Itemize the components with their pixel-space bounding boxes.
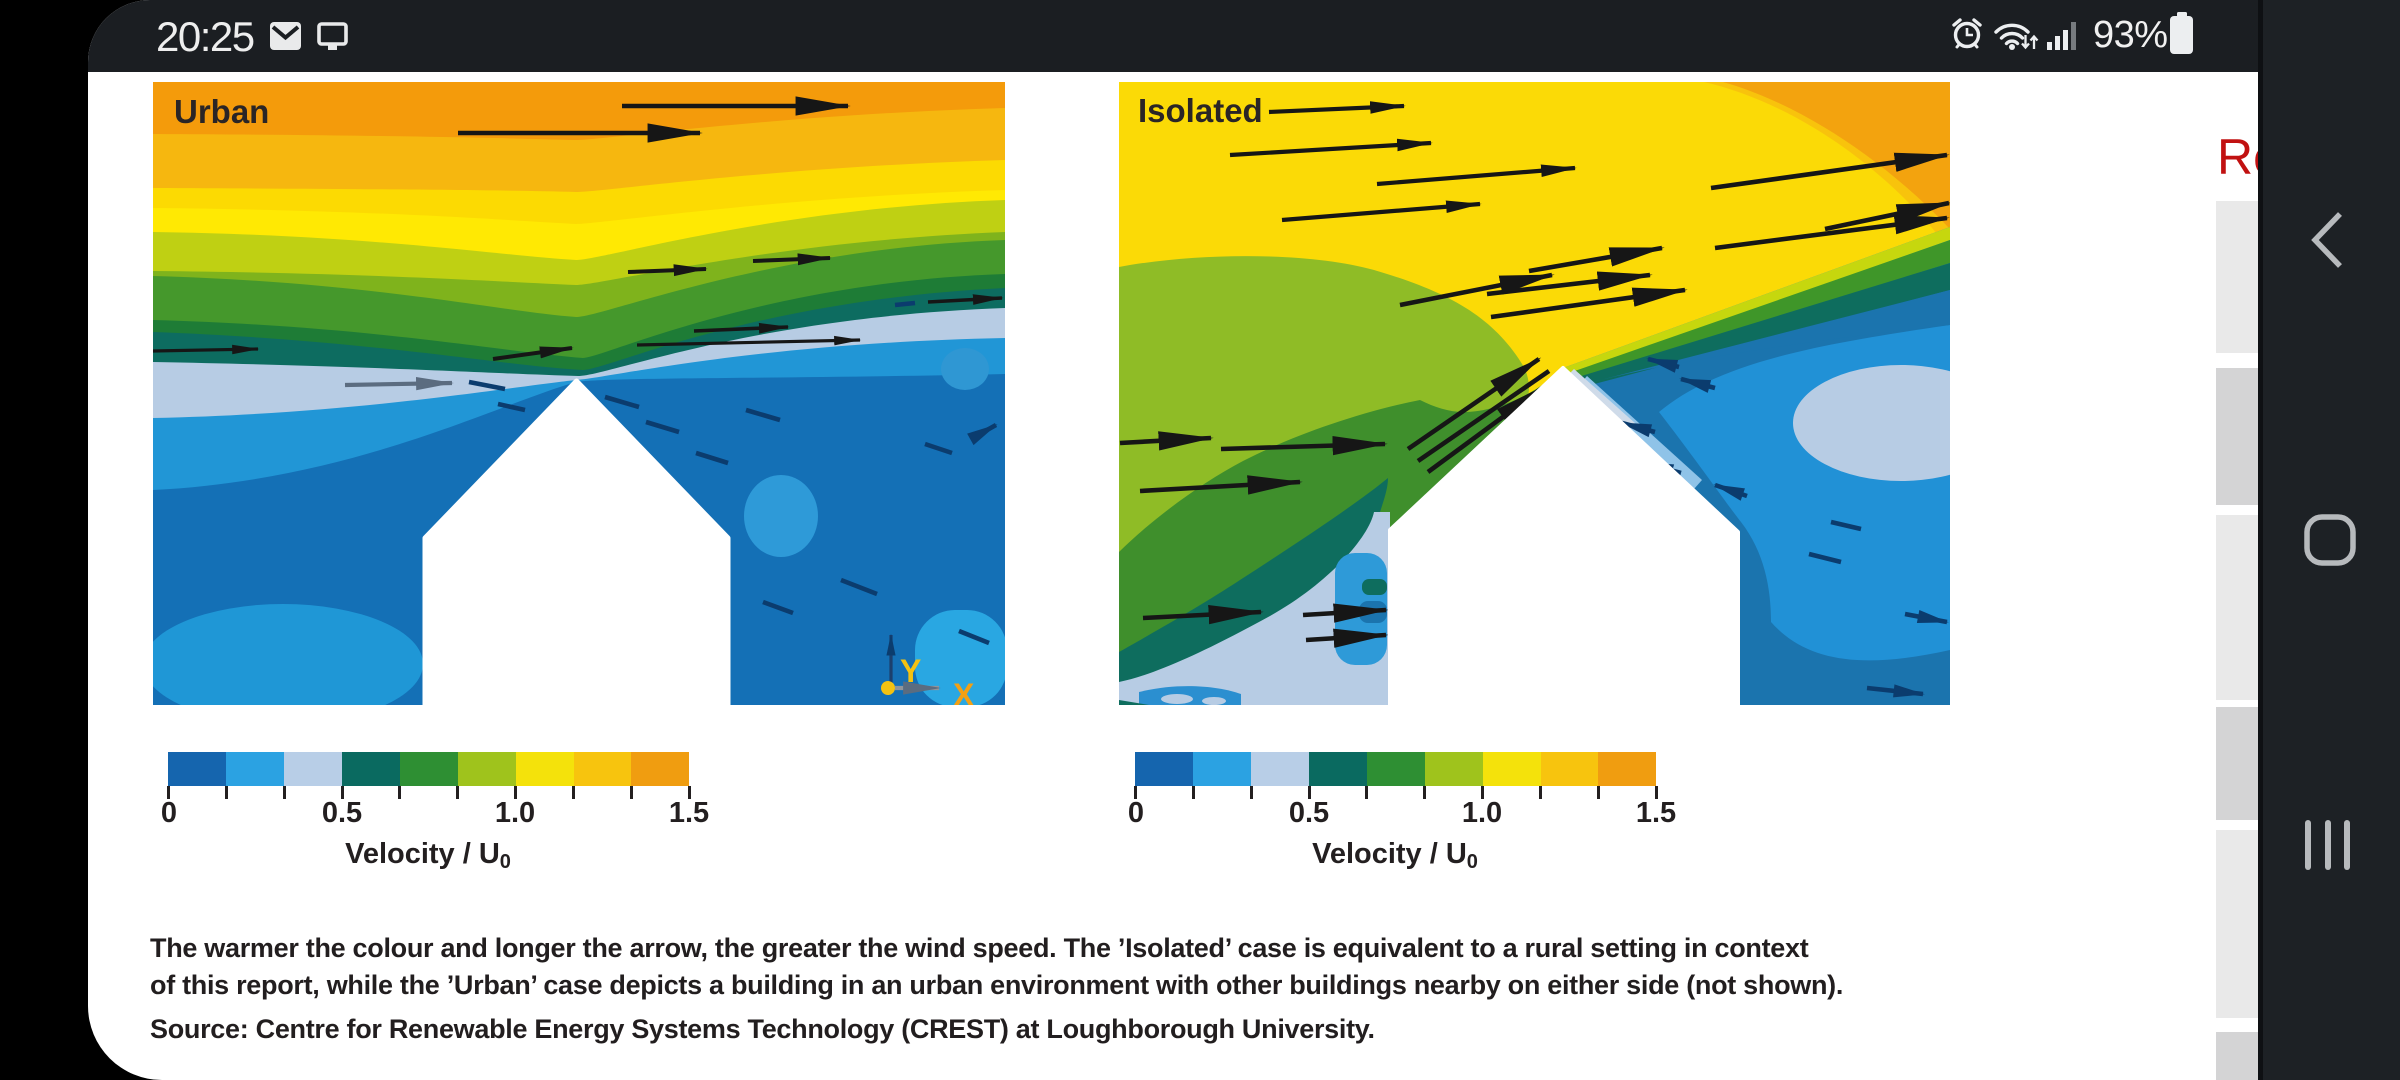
svg-text:Y: Y bbox=[900, 653, 921, 689]
svg-text:Urban: Urban bbox=[174, 93, 269, 130]
svg-text:Isolated: Isolated bbox=[1138, 92, 1263, 129]
svg-text:X: X bbox=[953, 677, 975, 705]
